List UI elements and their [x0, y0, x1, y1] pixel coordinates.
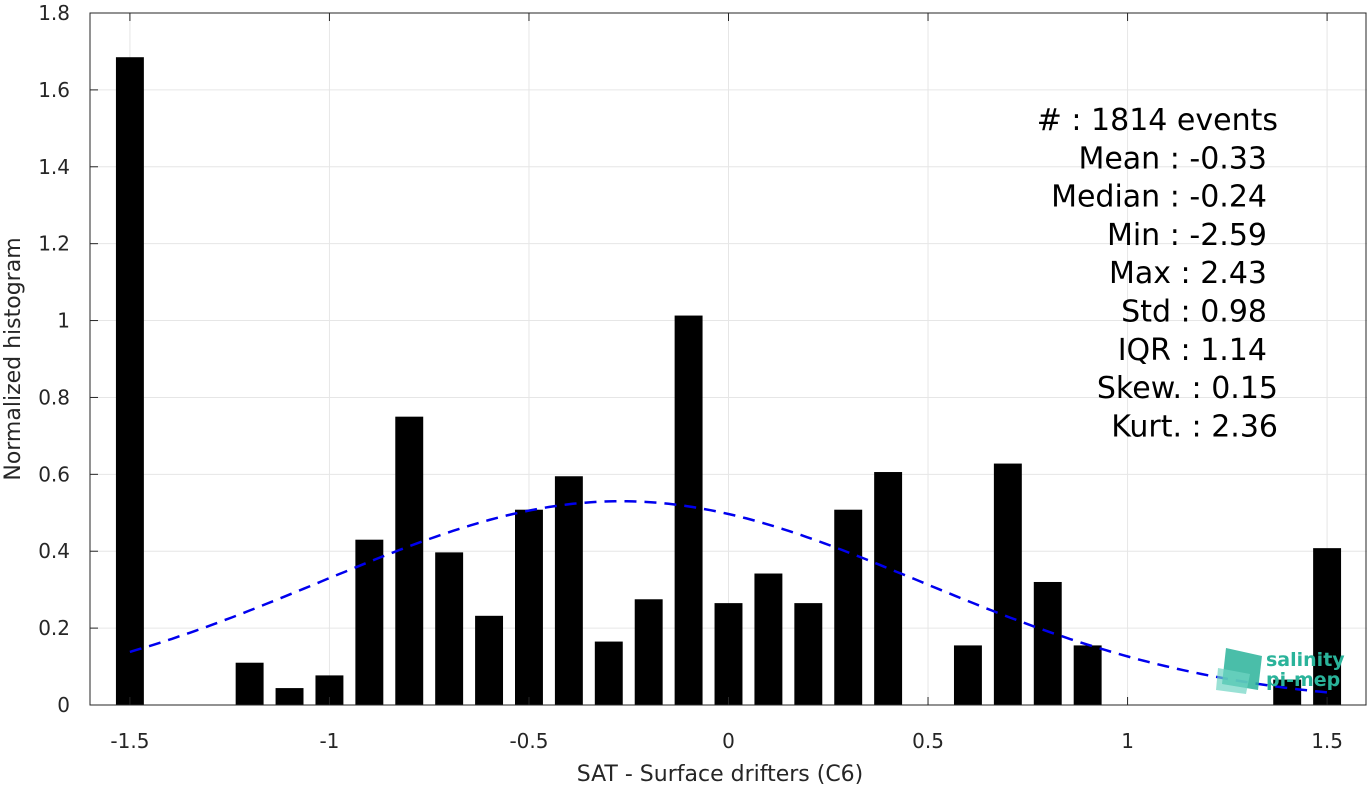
stat-line: Median : -0.24 [1051, 180, 1267, 215]
stat-line: Min : -2.59 [1107, 218, 1267, 253]
histogram-bar [953, 645, 982, 705]
histogram-bar [395, 416, 424, 705]
y-tick-label: 0 [57, 693, 70, 717]
histogram-bar [1313, 548, 1342, 705]
x-tick-label: 0 [722, 729, 735, 753]
histogram-bar [275, 688, 304, 705]
y-tick-label: 1.8 [38, 1, 70, 25]
logo-icon [1216, 648, 1262, 694]
histogram-bar [554, 476, 583, 705]
salinity-pimep-logo: salinity pi-mep [1216, 648, 1345, 694]
logo-text-pimep: pi-mep [1266, 669, 1340, 691]
y-tick-label: 1.6 [38, 78, 70, 102]
y-tick-label: 0.6 [38, 462, 70, 486]
stat-line: Max : 2.43 [1109, 256, 1267, 291]
x-tick-label: -1 [319, 729, 339, 753]
x-axis-label: SAT - Surface drifters (C6) [577, 762, 864, 785]
histogram-bar [1033, 581, 1062, 705]
histogram-bar [794, 603, 823, 705]
x-tick-label: -1.5 [110, 729, 149, 753]
histogram-bar [115, 57, 144, 705]
stat-line: Kurt. : 2.36 [1111, 409, 1278, 444]
y-tick-label: 1 [57, 309, 70, 333]
x-tick-label: 0.5 [912, 729, 944, 753]
y-axis-label: Normalized histogram [1, 237, 26, 480]
histogram-bar [674, 315, 703, 705]
histogram-bar [475, 615, 504, 705]
histogram-bar [435, 552, 464, 705]
y-tick-label: 0.4 [38, 539, 70, 563]
stat-line: Mean : -0.33 [1078, 141, 1267, 176]
histogram-bar [594, 641, 623, 705]
y-tick-label: 1.2 [38, 232, 70, 256]
gaussian-fit-curve [129, 499, 1328, 694]
histogram-bar [874, 472, 903, 705]
histogram-bar [235, 662, 264, 705]
histogram-bar [634, 599, 663, 705]
histogram-bar [515, 509, 543, 705]
histogram-bars [115, 57, 1342, 705]
x-tick-labels: -1.5 -1 -0.5 0 0.5 1 1.5 [110, 729, 1343, 753]
stat-line: Skew. : 0.15 [1097, 371, 1278, 406]
histogram-bar [1273, 679, 1302, 705]
stat-line: # : 1814 events [1037, 103, 1278, 138]
histogram-bar [1073, 645, 1102, 705]
axis-ticks [90, 12, 1328, 706]
y-tick-labels: 0 0.2 0.4 0.6 0.8 1 1.2 1.4 1.6 1.8 [38, 1, 70, 717]
histogram-bar [834, 509, 863, 705]
histogram-bar [993, 463, 1022, 705]
x-tick-label: -0.5 [509, 729, 548, 753]
x-tick-label: 1 [1121, 729, 1134, 753]
y-tick-label: 0.8 [38, 385, 70, 409]
y-tick-label: 1.4 [38, 155, 70, 179]
histogram-bar [714, 603, 743, 705]
x-tick-label: 1.5 [1311, 729, 1343, 753]
y-tick-label: 0.2 [38, 616, 70, 640]
stat-line: IQR : 1.14 [1118, 333, 1267, 368]
logo-text-salinity: salinity [1266, 649, 1345, 671]
stat-line: Std : 0.98 [1121, 295, 1267, 330]
histogram-bar [754, 573, 783, 705]
histogram-bar [355, 539, 384, 705]
